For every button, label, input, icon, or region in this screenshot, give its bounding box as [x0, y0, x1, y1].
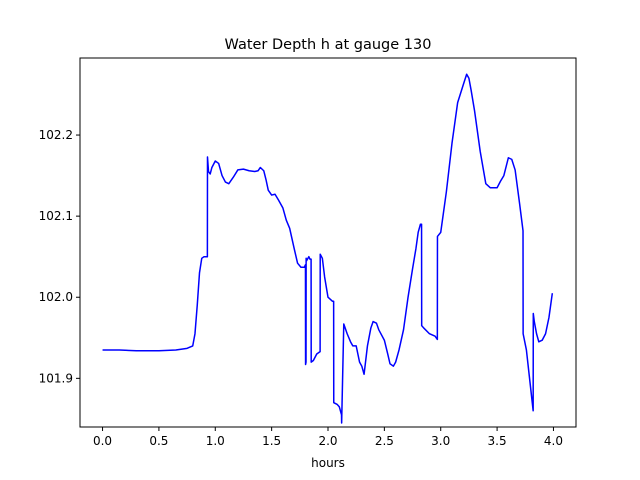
y-tick-label: 102.2 — [39, 128, 73, 142]
y-tick-label: 101.9 — [39, 371, 73, 385]
x-axis-label: hours — [311, 456, 345, 470]
x-tick-label: 0.0 — [93, 434, 112, 448]
series-line — [102, 73, 554, 424]
x-tick-label: 4.0 — [544, 434, 563, 448]
x-axis: 0.0 0.5 1.0 1.5 2.0 2.5 3.0 3.5 4.0 — [93, 427, 563, 448]
x-tick-label: 1.0 — [206, 434, 225, 448]
y-tick-label: 102.0 — [39, 290, 73, 304]
x-tick-label: 1.5 — [262, 434, 281, 448]
plot-area — [102, 73, 554, 424]
x-tick-label: 3.0 — [431, 434, 450, 448]
chart-title: Water Depth h at gauge 130 — [225, 37, 432, 53]
x-tick-label: 3.5 — [488, 434, 507, 448]
x-tick-label: 2.0 — [318, 434, 337, 448]
plot-frame — [79, 57, 577, 428]
y-axis: 101.9 102.0 102.1 102.2 — [39, 128, 80, 385]
x-tick-label: 0.5 — [149, 434, 168, 448]
y-tick-label: 102.1 — [39, 209, 73, 223]
x-tick-label: 2.5 — [375, 434, 394, 448]
